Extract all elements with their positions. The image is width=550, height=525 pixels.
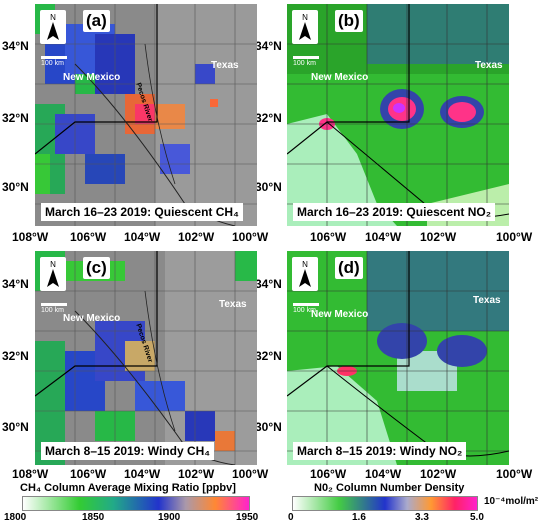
state-label-new-mexico: New Mexico (311, 72, 369, 83)
no2-colorbar (292, 496, 478, 511)
ch4-tick-1950: 1950 (236, 512, 259, 523)
north-letter: N (302, 260, 308, 269)
state-label-texas: Texas (473, 295, 501, 306)
panel-d-no2-windy: N (d) 100 km New Mexico Texas March 8–15… (287, 251, 509, 465)
lon-label-108-bottom-left: 108°W (12, 467, 49, 481)
state-label-new-mexico: New Mexico (63, 72, 121, 83)
lon-label-100-bottom-right: 100°W (496, 467, 533, 481)
north-arrow-icon: N (40, 10, 66, 44)
no2-unit-label: 10⁻⁴mol/m² (484, 496, 539, 507)
north-arrow-icon: N (40, 257, 66, 291)
no2-tick-5.0: 5.0 (470, 512, 484, 523)
lat-label-32-right: 32°N (255, 111, 282, 125)
ch4-tick-1850: 1850 (82, 512, 105, 523)
lat-label-30-left: 30°N (2, 180, 29, 194)
lat-label-30-right: 30°N (255, 180, 282, 194)
state-label-new-mexico: New Mexico (311, 309, 369, 320)
ch4-tick-1800: 1800 (4, 512, 27, 523)
panel-a-caption: March 16–23 2019: Quiescent CH₄ (41, 203, 243, 221)
north-letter: N (50, 13, 56, 22)
panel-a-map (35, 4, 257, 226)
ch4-colorbar (22, 496, 250, 511)
state-label-texas: Texas (219, 299, 247, 310)
scale-bar: 100 km (293, 303, 319, 314)
no2-tick-3.3: 3.3 (415, 512, 429, 523)
lon-label-106-bottom-right: 106°W (310, 467, 347, 481)
lon-label-100-bottom-left: 100°W (232, 467, 269, 481)
lat-label-34-right-d: 34°N (255, 277, 282, 291)
panel-a-ch4-quiescent: N (a) 100 km New Mexico Texas Pecos Rive… (35, 4, 257, 226)
panel-b-letter: (b) (335, 10, 363, 32)
lat-label-34-left-c: 34°N (2, 277, 29, 291)
panel-c-caption: March 8–15 2019: Windy CH₄ (41, 442, 215, 460)
north-arrow-icon: N (292, 10, 318, 44)
lon-label-104-top-left: 104°W (124, 230, 161, 244)
lat-label-32-left: 32°N (2, 111, 29, 125)
ch4-tick-1900: 1900 (158, 512, 181, 523)
lat-label-34-right: 34°N (255, 39, 282, 53)
panel-c-letter: (c) (83, 257, 110, 279)
panel-c-ch4-windy: N (c) 100 km New Mexico Texas Pecos Rive… (35, 251, 257, 465)
no2-colorbar-title: N0₂ Column Number Density (314, 482, 465, 494)
lat-label-30-left-c: 30°N (2, 420, 29, 434)
lon-label-104-bottom-left: 104°W (124, 467, 161, 481)
scale-label: 100 km (41, 60, 64, 67)
ch4-colorbar-title: CH₄ Column Average Mixing Ratio [ppbv] (20, 482, 236, 494)
scale-label: 100 km (41, 307, 64, 314)
north-arrow-icon: N (292, 257, 318, 291)
panel-a-letter: (a) (83, 10, 110, 32)
lon-label-102-bottom-right: 102°W (420, 467, 457, 481)
panel-d-map (287, 251, 509, 465)
scale-label: 100 km (293, 307, 316, 314)
panel-b-map (287, 4, 509, 226)
panel-d-caption: March 8–15 2019: Windy NO₂ (293, 442, 467, 460)
scale-bar: 100 km (41, 303, 67, 314)
scale-bar: 100 km (293, 56, 319, 67)
panel-b-caption: March 16–23 2019: Quiescent NO₂ (293, 203, 496, 221)
scale-label: 100 km (293, 60, 316, 67)
lat-label-32-left-c: 32°N (2, 349, 29, 363)
scale-bar: 100 km (41, 56, 67, 67)
lon-label-102-top-left: 102°W (178, 230, 215, 244)
lat-label-34-left: 34°N (2, 39, 29, 53)
lon-label-104-top-right: 104°W (365, 230, 402, 244)
lon-label-106-top-right: 106°W (310, 230, 347, 244)
lon-label-104-bottom-right: 104°W (365, 467, 402, 481)
panel-b-no2-quiescent: N (b) 100 km New Mexico Texas March 16–2… (287, 4, 509, 226)
north-letter: N (302, 13, 308, 22)
lat-label-30-right-d: 30°N (255, 420, 282, 434)
no2-tick-0: 0 (288, 512, 294, 523)
lon-label-102-top-right: 102°W (420, 230, 457, 244)
north-letter: N (50, 260, 56, 269)
lon-label-108-top-left: 108°W (12, 230, 49, 244)
lat-label-32-right-d: 32°N (255, 349, 282, 363)
lon-label-100-top-left: 100°W (232, 230, 269, 244)
lon-label-106-bottom-left: 106°W (70, 467, 107, 481)
state-label-new-mexico: New Mexico (63, 313, 121, 324)
no2-tick-1.6: 1.6 (352, 512, 366, 523)
lon-label-100-top-right: 100°W (496, 230, 533, 244)
state-label-texas: Texas (475, 60, 503, 71)
lon-label-102-bottom-left: 102°W (178, 467, 215, 481)
state-label-texas: Texas (211, 60, 239, 71)
lon-label-106-top-left: 106°W (70, 230, 107, 244)
panel-d-letter: (d) (335, 257, 363, 279)
panel-c-map (35, 251, 257, 465)
